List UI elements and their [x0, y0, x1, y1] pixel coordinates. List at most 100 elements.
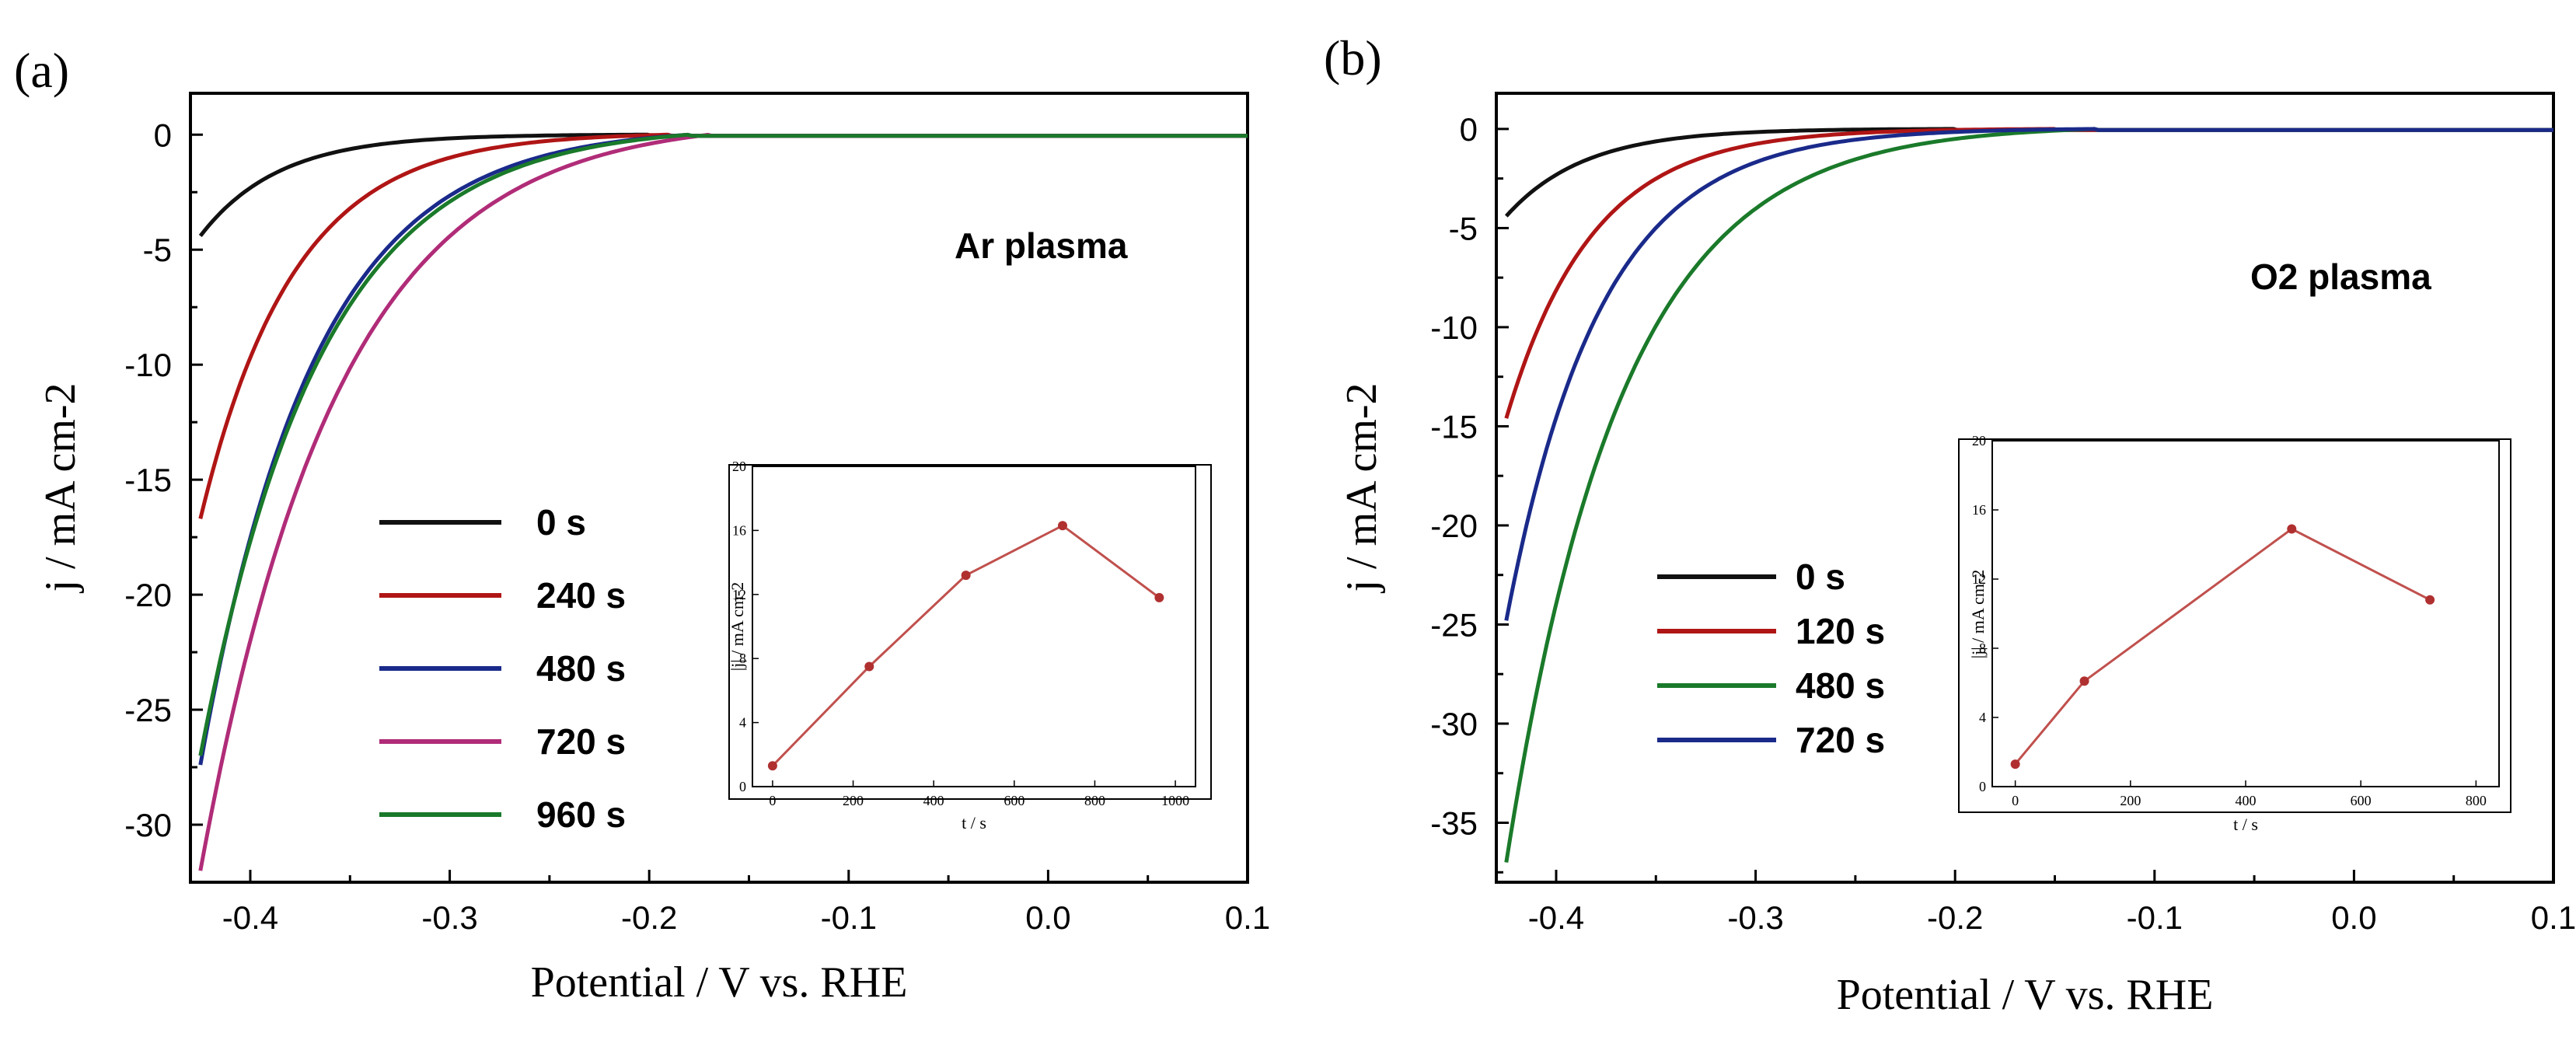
panel-a-legend-label: 720 s	[536, 721, 626, 762]
panel-a-x-axis-title: Potential / V vs. RHE	[531, 958, 908, 1007]
panel-b-y-tick-label: 0	[1460, 111, 1478, 148]
panel-a-y-axis-title: j / mA cm-2	[37, 382, 85, 593]
panel-b-inset-y-tick-label: 4	[1979, 710, 1986, 725]
panel-b-legend-label: 120 s	[1796, 611, 1885, 651]
panel-a-inset-x-title: t / s	[962, 813, 986, 832]
inset-series-line	[2014, 527, 2431, 766]
panel-a-inset-frame	[752, 466, 1196, 787]
panel-a-inset-x-tick-label: 200	[843, 793, 864, 808]
panel-b-inset-tick-marks	[1992, 440, 2477, 787]
panel-a-inset-y-tick-label: 16	[732, 522, 746, 538]
panel-a: (a) -0.4 -0.3 -0.2 -0.1 0.0 0.1 0 -5 -10…	[14, 43, 1270, 1007]
inset-data-point	[767, 761, 777, 771]
panel-a-x-tick-label: -0.2	[621, 899, 677, 936]
panel-b-inset-y-tick-label: 8	[1979, 640, 1986, 656]
panel-a-y-tick-label: -30	[124, 807, 172, 843]
panel-b-inset-y-tick-label: 12	[1972, 571, 1986, 587]
panel-b-inset-y-tick-label: 16	[1972, 502, 1986, 518]
panel-b: (b) -0.4 -0.3 -0.2 -0.1 0.0 0.1 0 -5 -10…	[1324, 30, 2576, 1019]
panel-a-inset-x-tick-label: 0	[769, 793, 776, 808]
inset-data-point	[2425, 595, 2435, 605]
inset-data-point	[1058, 521, 1067, 531]
panel-a-inset-y-tick-label: 0	[739, 779, 746, 794]
panel-b-x-tick-label: -0.1	[2127, 899, 2183, 936]
panel-a-tick-marks	[190, 133, 1249, 882]
panel-a-legend-label: 960 s	[536, 794, 626, 835]
panel-a-inset-y-tick-label: 12	[732, 587, 746, 602]
panel-b-inset-x-title: t / s	[2233, 815, 2258, 834]
panel-a-inset-y-tick-label: 8	[739, 651, 746, 666]
panel-a-y-tick-label: -25	[124, 692, 172, 728]
panel-a-y-tick-label: 0	[154, 117, 172, 153]
inset-data-point	[961, 571, 971, 581]
panel-a-x-tick-label: 0.0	[1025, 899, 1070, 936]
series-line-960s	[198, 132, 1248, 756]
panel-b-inset-series	[2010, 524, 2435, 770]
panel-b-y-tick-label: -5	[1449, 210, 1478, 246]
panel-b-legend-label: 720 s	[1796, 720, 1885, 760]
panel-a-inset-y-tick-label: 4	[739, 715, 746, 731]
panel-b-legend-label: 0 s	[1796, 557, 1845, 597]
inset-data-point	[1154, 592, 1164, 602]
panel-b-x-axis-title: Potential / V vs. RHE	[1837, 971, 2214, 1019]
panel-a-label: (a)	[14, 43, 69, 98]
panel-a-y-tick-label: -15	[124, 462, 172, 498]
inset-data-point	[864, 661, 874, 672]
panel-a-plot-frame	[189, 92, 1249, 884]
panel-b-y-tick-label: -25	[1430, 606, 1478, 643]
panel-a-y-tick-label: -20	[124, 577, 172, 613]
panel-a-inset-x-tick-label: 600	[1004, 793, 1024, 808]
panel-b-inset-x-tick-label: 0	[2012, 793, 2019, 808]
panel-b-y-tick-label: -10	[1430, 309, 1478, 346]
panel-a-inset-x-tick-label: 1000	[1161, 793, 1189, 808]
panel-b-inset-x-tick-label: 400	[2236, 793, 2257, 808]
panel-b-y-tick-label: -15	[1430, 408, 1478, 445]
panel-a-inset-series	[767, 521, 1164, 771]
panel-b-inset-y-title: |j| / mA cm-2	[1968, 570, 1988, 659]
panel-a-x-tick-label: -0.4	[222, 899, 278, 936]
panel-b-tick-marks	[1496, 127, 2555, 882]
panel-b-plot-frame	[1495, 92, 2555, 884]
panel-a-series-group	[198, 132, 1248, 871]
panel-a-y-tick-label: -10	[124, 347, 172, 383]
panel-b-y-tick-label: -30	[1430, 706, 1478, 742]
panel-b-label: (b)	[1324, 30, 1382, 86]
panel-a-legend-label: 240 s	[536, 575, 626, 616]
panel-b-inset-y-tick-label: 20	[1972, 433, 1986, 448]
panel-a-y-tick-label: -5	[143, 232, 172, 268]
panel-b-inset-background	[1958, 438, 2511, 813]
series-line-240s	[198, 132, 1248, 519]
panel-b-x-tick-label: -0.2	[1927, 899, 1983, 936]
panel-b-x-tick-label: -0.3	[1727, 899, 1783, 936]
panel-a-legend-label: 0 s	[536, 502, 586, 543]
inset-data-point	[2287, 524, 2297, 534]
panel-a-inset-background	[728, 464, 1212, 800]
panel-a-inset-y-title: |j| / mA cm-2	[728, 582, 747, 672]
panel-b-inset-x-tick-label: 200	[2120, 793, 2141, 808]
panel-b-inset-y-tick-label: 0	[1979, 779, 1986, 794]
panel-a-inset-x-tick-label: 800	[1084, 793, 1105, 808]
panel-b-series-group	[1504, 127, 2553, 863]
panel-a-inset-x-tick-label: 400	[923, 793, 944, 808]
series-line-720s	[1504, 127, 2553, 621]
panel-b-x-tick-label: -0.4	[1528, 899, 1584, 936]
panel-b-y-axis-title: j / mA cm-2	[1338, 382, 1386, 593]
panel-b-legend-label: 480 s	[1796, 665, 1885, 706]
panel-b-y-tick-label: -20	[1430, 508, 1478, 544]
panel-a-inset-tick-marks	[752, 466, 1176, 787]
inset-data-point	[2079, 676, 2089, 686]
series-line-0s	[198, 132, 1248, 238]
panel-b-annotation: O2 plasma	[2250, 257, 2431, 297]
panel-b-inset-x-tick-label: 600	[2351, 793, 2372, 808]
panel-a-x-tick-label: -0.3	[421, 899, 477, 936]
panel-b-y-tick-label: -35	[1430, 804, 1478, 841]
panel-a-annotation: Ar plasma	[955, 225, 1128, 266]
inset-data-point	[2010, 759, 2020, 770]
panel-a-inset-y-tick-label: 20	[732, 459, 746, 474]
panel-a-x-tick-label: -0.1	[821, 899, 877, 936]
panel-b-x-tick-label: 0.1	[2531, 899, 2576, 936]
panel-b-x-tick-label: 0.0	[2331, 899, 2376, 936]
panel-b-inset-x-tick-label: 800	[2466, 793, 2487, 808]
panel-a-legend-label: 480 s	[536, 648, 626, 689]
